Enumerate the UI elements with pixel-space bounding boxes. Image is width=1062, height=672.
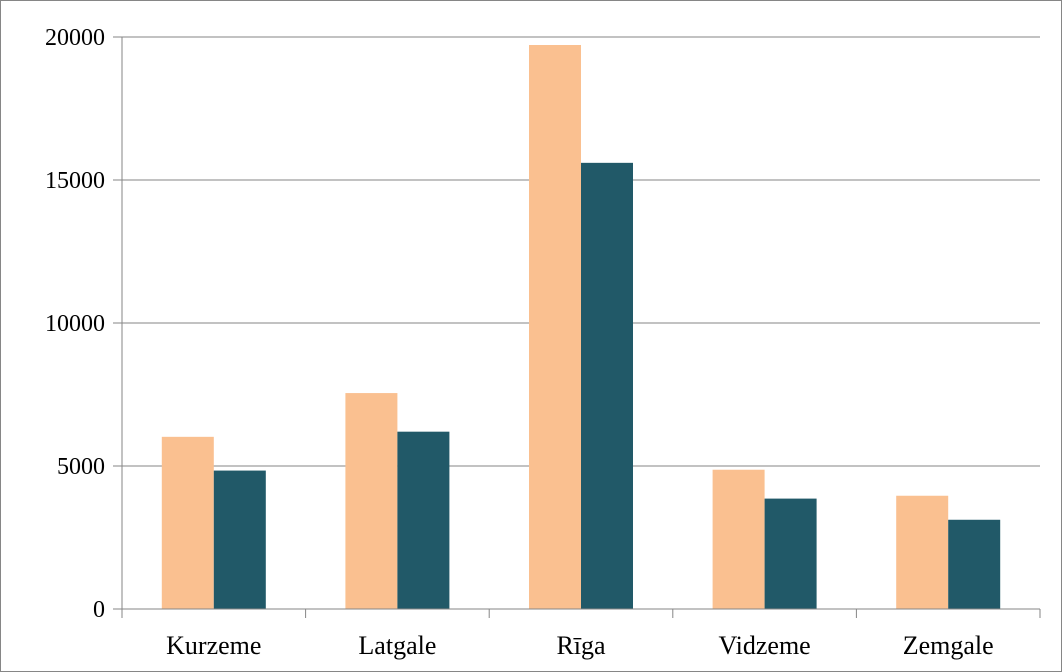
y-tick-label: 15000 (45, 168, 105, 194)
x-category-label: Vidzeme (718, 631, 810, 660)
bar-rīga-series-2 (581, 162, 633, 609)
x-axis-category-labels: Kurzeme Latgale Rīga Vidzeme Zemgale (166, 631, 994, 660)
bar-vidzeme-series-2 (764, 498, 817, 609)
y-tick-label: 10000 (45, 311, 105, 337)
x-category-label: Rīga (556, 631, 606, 660)
bar-kurzeme-series-1 (161, 436, 214, 609)
bar-latgale-series-1 (345, 393, 398, 609)
bars (161, 45, 1001, 610)
y-tick-label: 0 (93, 597, 105, 623)
x-axis (121, 608, 1041, 618)
bar-zemgale-series-2 (948, 519, 1001, 609)
y-tick-label: 20000 (45, 25, 105, 51)
bar-latgale-series-2 (397, 431, 450, 609)
x-category-label: Latgale (358, 631, 436, 660)
bar-kurzeme-series-2 (213, 470, 266, 609)
bar-rīga-series-1 (529, 45, 581, 610)
x-category-label: Kurzeme (166, 631, 261, 660)
y-tick-label: 5000 (57, 454, 105, 480)
y-axis-tick-labels: 0 5000 10000 15000 20000 (45, 25, 105, 623)
x-category-label: Zemgale (903, 631, 994, 660)
bar-vidzeme-series-1 (712, 469, 765, 609)
bar-zemgale-series-1 (896, 495, 949, 609)
